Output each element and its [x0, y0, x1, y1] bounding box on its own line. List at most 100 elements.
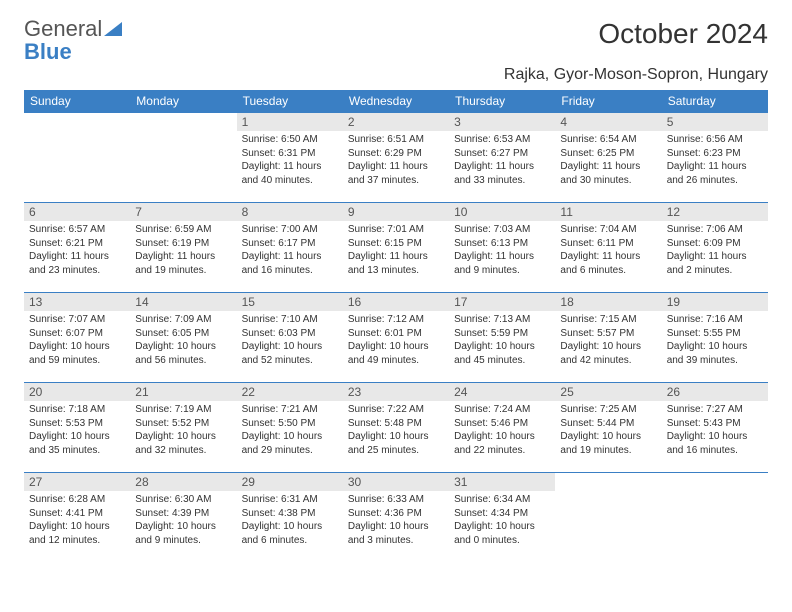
- calendar-cell: 24Sunrise: 7:24 AM Sunset: 5:46 PM Dayli…: [449, 383, 555, 473]
- calendar-cell: 20Sunrise: 7:18 AM Sunset: 5:53 PM Dayli…: [24, 383, 130, 473]
- day-number: 3: [449, 113, 555, 131]
- calendar-cell: 31Sunrise: 6:34 AM Sunset: 4:34 PM Dayli…: [449, 473, 555, 563]
- day-details: Sunrise: 7:16 AM Sunset: 5:55 PM Dayligh…: [662, 311, 768, 369]
- day-details: Sunrise: 6:56 AM Sunset: 6:23 PM Dayligh…: [662, 131, 768, 189]
- day-number: 23: [343, 383, 449, 401]
- day-details: Sunrise: 7:19 AM Sunset: 5:52 PM Dayligh…: [130, 401, 236, 459]
- day-details: Sunrise: 6:34 AM Sunset: 4:34 PM Dayligh…: [449, 491, 555, 549]
- day-details: Sunrise: 7:21 AM Sunset: 5:50 PM Dayligh…: [237, 401, 343, 459]
- calendar-cell: 22Sunrise: 7:21 AM Sunset: 5:50 PM Dayli…: [237, 383, 343, 473]
- day-details: Sunrise: 7:24 AM Sunset: 5:46 PM Dayligh…: [449, 401, 555, 459]
- day-number: 25: [555, 383, 661, 401]
- day-number: 26: [662, 383, 768, 401]
- day-number: 2: [343, 113, 449, 131]
- calendar-row: 1Sunrise: 6:50 AM Sunset: 6:31 PM Daylig…: [24, 113, 768, 203]
- weekday-header: Friday: [555, 90, 661, 113]
- calendar-row: 13Sunrise: 7:07 AM Sunset: 6:07 PM Dayli…: [24, 293, 768, 383]
- weekday-header: Thursday: [449, 90, 555, 113]
- day-details: Sunrise: 6:28 AM Sunset: 4:41 PM Dayligh…: [24, 491, 130, 549]
- calendar-cell: 3Sunrise: 6:53 AM Sunset: 6:27 PM Daylig…: [449, 113, 555, 203]
- logo: General Blue: [24, 18, 122, 64]
- day-details: Sunrise: 7:00 AM Sunset: 6:17 PM Dayligh…: [237, 221, 343, 279]
- page-title: October 2024: [598, 18, 768, 50]
- day-number: 27: [24, 473, 130, 491]
- calendar-cell: 15Sunrise: 7:10 AM Sunset: 6:03 PM Dayli…: [237, 293, 343, 383]
- calendar-cell: 5Sunrise: 6:56 AM Sunset: 6:23 PM Daylig…: [662, 113, 768, 203]
- calendar-cell: 6Sunrise: 6:57 AM Sunset: 6:21 PM Daylig…: [24, 203, 130, 293]
- calendar-cell: 19Sunrise: 7:16 AM Sunset: 5:55 PM Dayli…: [662, 293, 768, 383]
- calendar-cell: 21Sunrise: 7:19 AM Sunset: 5:52 PM Dayli…: [130, 383, 236, 473]
- day-details: Sunrise: 7:04 AM Sunset: 6:11 PM Dayligh…: [555, 221, 661, 279]
- day-details: Sunrise: 6:51 AM Sunset: 6:29 PM Dayligh…: [343, 131, 449, 189]
- calendar-cell: 12Sunrise: 7:06 AM Sunset: 6:09 PM Dayli…: [662, 203, 768, 293]
- day-details: Sunrise: 6:30 AM Sunset: 4:39 PM Dayligh…: [130, 491, 236, 549]
- calendar-cell: 9Sunrise: 7:01 AM Sunset: 6:15 PM Daylig…: [343, 203, 449, 293]
- day-number: 16: [343, 293, 449, 311]
- day-number: 7: [130, 203, 236, 221]
- calendar-cell: 13Sunrise: 7:07 AM Sunset: 6:07 PM Dayli…: [24, 293, 130, 383]
- calendar-cell: 28Sunrise: 6:30 AM Sunset: 4:39 PM Dayli…: [130, 473, 236, 563]
- calendar-row: 27Sunrise: 6:28 AM Sunset: 4:41 PM Dayli…: [24, 473, 768, 563]
- calendar-cell: 25Sunrise: 7:25 AM Sunset: 5:44 PM Dayli…: [555, 383, 661, 473]
- header: General Blue October 2024: [24, 18, 768, 64]
- day-number: 30: [343, 473, 449, 491]
- day-number: 24: [449, 383, 555, 401]
- day-details: Sunrise: 6:59 AM Sunset: 6:19 PM Dayligh…: [130, 221, 236, 279]
- calendar-row: 6Sunrise: 6:57 AM Sunset: 6:21 PM Daylig…: [24, 203, 768, 293]
- day-number: 15: [237, 293, 343, 311]
- day-details: Sunrise: 7:27 AM Sunset: 5:43 PM Dayligh…: [662, 401, 768, 459]
- calendar-cell: 11Sunrise: 7:04 AM Sunset: 6:11 PM Dayli…: [555, 203, 661, 293]
- logo-word1: General: [24, 16, 102, 41]
- day-number: 8: [237, 203, 343, 221]
- calendar-cell: 18Sunrise: 7:15 AM Sunset: 5:57 PM Dayli…: [555, 293, 661, 383]
- day-details: Sunrise: 7:03 AM Sunset: 6:13 PM Dayligh…: [449, 221, 555, 279]
- day-details: Sunrise: 7:22 AM Sunset: 5:48 PM Dayligh…: [343, 401, 449, 459]
- day-details: Sunrise: 6:31 AM Sunset: 4:38 PM Dayligh…: [237, 491, 343, 549]
- calendar-cell: [130, 113, 236, 203]
- calendar-cell: 17Sunrise: 7:13 AM Sunset: 5:59 PM Dayli…: [449, 293, 555, 383]
- calendar-row: 20Sunrise: 7:18 AM Sunset: 5:53 PM Dayli…: [24, 383, 768, 473]
- calendar-cell: 26Sunrise: 7:27 AM Sunset: 5:43 PM Dayli…: [662, 383, 768, 473]
- day-number: 13: [24, 293, 130, 311]
- weekday-header-row: SundayMondayTuesdayWednesdayThursdayFrid…: [24, 90, 768, 113]
- logo-triangle-icon: [104, 22, 122, 41]
- calendar-cell: 14Sunrise: 7:09 AM Sunset: 6:05 PM Dayli…: [130, 293, 236, 383]
- calendar-cell: 1Sunrise: 6:50 AM Sunset: 6:31 PM Daylig…: [237, 113, 343, 203]
- day-details: Sunrise: 7:07 AM Sunset: 6:07 PM Dayligh…: [24, 311, 130, 369]
- weekday-header: Monday: [130, 90, 236, 113]
- day-details: Sunrise: 7:15 AM Sunset: 5:57 PM Dayligh…: [555, 311, 661, 369]
- day-number: 28: [130, 473, 236, 491]
- day-details: Sunrise: 6:53 AM Sunset: 6:27 PM Dayligh…: [449, 131, 555, 189]
- weekday-header: Wednesday: [343, 90, 449, 113]
- day-number: 12: [662, 203, 768, 221]
- calendar-cell: 4Sunrise: 6:54 AM Sunset: 6:25 PM Daylig…: [555, 113, 661, 203]
- day-details: Sunrise: 7:12 AM Sunset: 6:01 PM Dayligh…: [343, 311, 449, 369]
- calendar-body: 1Sunrise: 6:50 AM Sunset: 6:31 PM Daylig…: [24, 113, 768, 563]
- day-number: 9: [343, 203, 449, 221]
- weekday-header: Saturday: [662, 90, 768, 113]
- day-number: 29: [237, 473, 343, 491]
- calendar-cell: 27Sunrise: 6:28 AM Sunset: 4:41 PM Dayli…: [24, 473, 130, 563]
- day-details: Sunrise: 7:06 AM Sunset: 6:09 PM Dayligh…: [662, 221, 768, 279]
- calendar-cell: 30Sunrise: 6:33 AM Sunset: 4:36 PM Dayli…: [343, 473, 449, 563]
- day-number: 31: [449, 473, 555, 491]
- weekday-header: Tuesday: [237, 90, 343, 113]
- day-number: 6: [24, 203, 130, 221]
- logo-word2: Blue: [24, 39, 72, 64]
- day-details: Sunrise: 7:13 AM Sunset: 5:59 PM Dayligh…: [449, 311, 555, 369]
- day-number: 18: [555, 293, 661, 311]
- day-details: Sunrise: 7:10 AM Sunset: 6:03 PM Dayligh…: [237, 311, 343, 369]
- calendar-cell: [24, 113, 130, 203]
- day-details: Sunrise: 6:33 AM Sunset: 4:36 PM Dayligh…: [343, 491, 449, 549]
- calendar-table: SundayMondayTuesdayWednesdayThursdayFrid…: [24, 90, 768, 563]
- calendar-cell: 29Sunrise: 6:31 AM Sunset: 4:38 PM Dayli…: [237, 473, 343, 563]
- day-number: 17: [449, 293, 555, 311]
- day-details: Sunrise: 6:57 AM Sunset: 6:21 PM Dayligh…: [24, 221, 130, 279]
- day-details: Sunrise: 6:50 AM Sunset: 6:31 PM Dayligh…: [237, 131, 343, 189]
- day-number: 21: [130, 383, 236, 401]
- weekday-header: Sunday: [24, 90, 130, 113]
- calendar-cell: 23Sunrise: 7:22 AM Sunset: 5:48 PM Dayli…: [343, 383, 449, 473]
- day-details: Sunrise: 7:25 AM Sunset: 5:44 PM Dayligh…: [555, 401, 661, 459]
- day-details: Sunrise: 7:01 AM Sunset: 6:15 PM Dayligh…: [343, 221, 449, 279]
- calendar-cell: 2Sunrise: 6:51 AM Sunset: 6:29 PM Daylig…: [343, 113, 449, 203]
